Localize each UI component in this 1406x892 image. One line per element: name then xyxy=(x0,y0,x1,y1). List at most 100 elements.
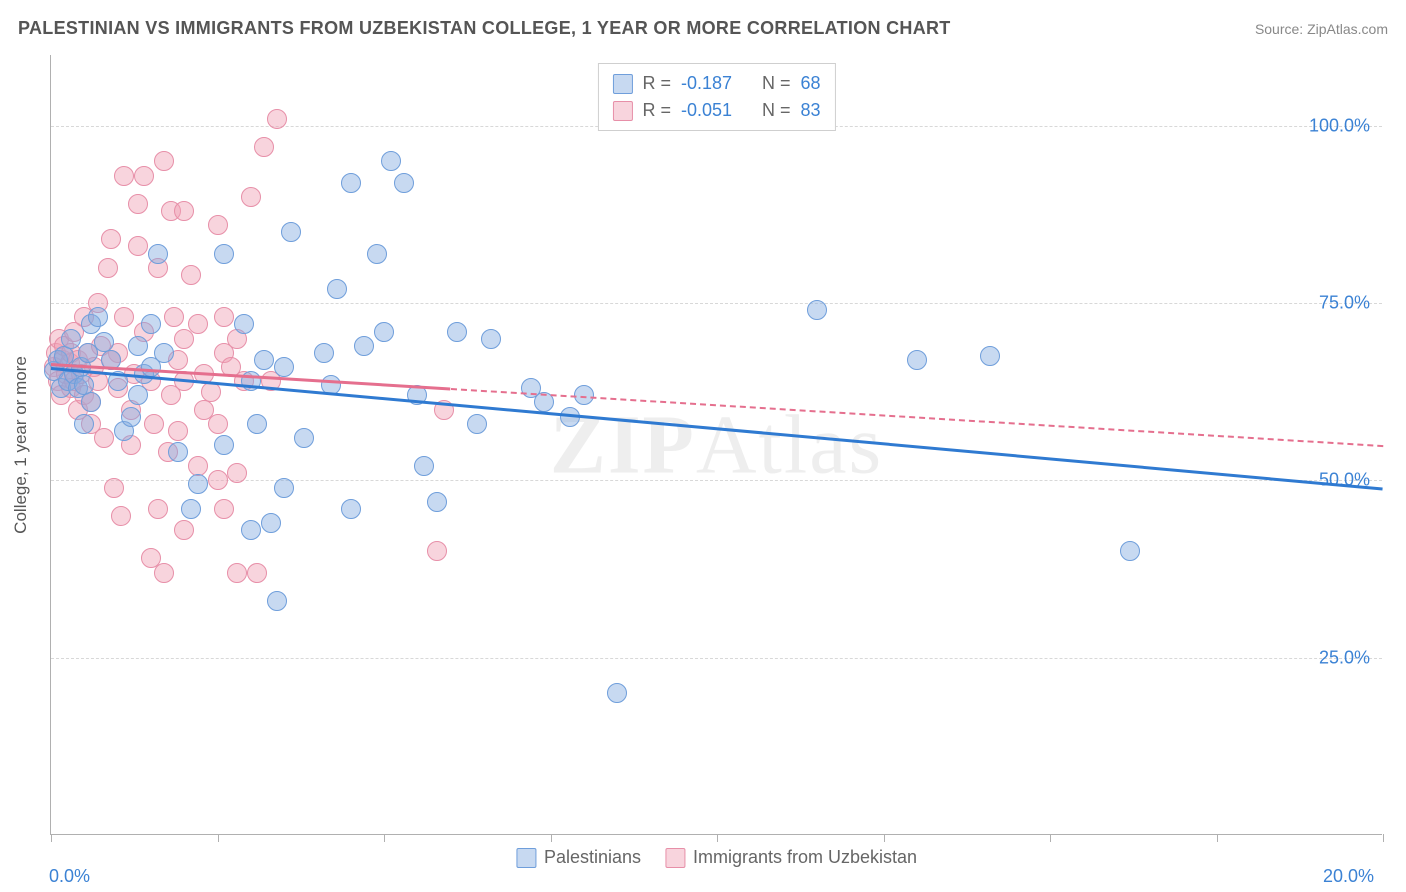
scatter-point xyxy=(141,314,161,334)
scatter-point xyxy=(98,258,118,278)
scatter-point xyxy=(274,478,294,498)
scatter-point xyxy=(314,343,334,363)
scatter-point xyxy=(980,346,1000,366)
scatter-point xyxy=(327,279,347,299)
scatter-point xyxy=(114,307,134,327)
scatter-point xyxy=(168,421,188,441)
scatter-point xyxy=(61,329,81,349)
y-tick-label: 25.0% xyxy=(1319,647,1370,668)
scatter-point xyxy=(341,173,361,193)
legend-item-1: Immigrants from Uzbekistan xyxy=(665,847,917,868)
scatter-point xyxy=(234,314,254,334)
x-tick xyxy=(1050,834,1051,842)
scatter-point xyxy=(354,336,374,356)
scatter-point xyxy=(148,244,168,264)
scatter-point xyxy=(81,392,101,412)
x-tick xyxy=(717,834,718,842)
plot-area: ZIPAtlas College, 1 year or more 25.0%50… xyxy=(50,55,1382,835)
n-value-0: 68 xyxy=(801,70,821,97)
scatter-point xyxy=(121,407,141,427)
scatter-point xyxy=(374,322,394,342)
scatter-point xyxy=(214,435,234,455)
scatter-point xyxy=(111,506,131,526)
scatter-point xyxy=(144,414,164,434)
r-value-0: -0.187 xyxy=(681,70,732,97)
r-label: R = xyxy=(642,97,671,124)
x-tick xyxy=(218,834,219,842)
scatter-point xyxy=(447,322,467,342)
scatter-point xyxy=(227,463,247,483)
scatter-point xyxy=(134,166,154,186)
scatter-point xyxy=(394,173,414,193)
stats-row-0: R = -0.187 N = 68 xyxy=(612,70,820,97)
scatter-point xyxy=(1120,541,1140,561)
scatter-point xyxy=(208,215,228,235)
scatter-point xyxy=(168,442,188,462)
x-tick xyxy=(884,834,885,842)
scatter-point xyxy=(281,222,301,242)
scatter-point xyxy=(128,194,148,214)
scatter-point xyxy=(101,229,121,249)
scatter-point xyxy=(214,307,234,327)
scatter-point xyxy=(241,520,261,540)
gridline xyxy=(51,480,1382,481)
scatter-point xyxy=(104,478,124,498)
y-tick-label: 75.0% xyxy=(1319,293,1370,314)
scatter-point xyxy=(341,499,361,519)
x-tick xyxy=(551,834,552,842)
n-label: N = xyxy=(762,70,791,97)
scatter-point xyxy=(154,563,174,583)
scatter-point xyxy=(807,300,827,320)
scatter-point xyxy=(247,414,267,434)
scatter-point xyxy=(261,513,281,533)
scatter-point xyxy=(607,683,627,703)
gridline xyxy=(51,658,1382,659)
scatter-point xyxy=(174,520,194,540)
gridline xyxy=(51,303,1382,304)
scatter-point xyxy=(274,357,294,377)
scatter-point xyxy=(414,456,434,476)
source-label: Source: ZipAtlas.com xyxy=(1255,21,1388,37)
scatter-point xyxy=(164,307,184,327)
scatter-point xyxy=(267,591,287,611)
y-axis-title: College, 1 year or more xyxy=(11,356,31,534)
scatter-point xyxy=(267,109,287,129)
scatter-point xyxy=(174,329,194,349)
scatter-point xyxy=(154,151,174,171)
x-max-label: 20.0% xyxy=(1323,866,1374,887)
scatter-point xyxy=(381,151,401,171)
scatter-point xyxy=(294,428,314,448)
legend-label-0: Palestinians xyxy=(544,847,641,868)
scatter-point xyxy=(128,385,148,405)
stats-row-1: R = -0.051 N = 83 xyxy=(612,97,820,124)
scatter-point xyxy=(114,166,134,186)
scatter-point xyxy=(154,343,174,363)
y-tick-label: 100.0% xyxy=(1309,115,1370,136)
scatter-point xyxy=(254,350,274,370)
scatter-point xyxy=(188,474,208,494)
swatch-series-1 xyxy=(612,101,632,121)
scatter-point xyxy=(214,499,234,519)
scatter-point xyxy=(201,382,221,402)
x-tick xyxy=(384,834,385,842)
scatter-point xyxy=(128,336,148,356)
scatter-point xyxy=(427,492,447,512)
scatter-point xyxy=(907,350,927,370)
scatter-point xyxy=(481,329,501,349)
scatter-point xyxy=(208,414,228,434)
n-label: N = xyxy=(762,97,791,124)
scatter-point xyxy=(367,244,387,264)
scatter-point xyxy=(254,137,274,157)
legend-label-1: Immigrants from Uzbekistan xyxy=(693,847,917,868)
scatter-point xyxy=(208,470,228,490)
scatter-point xyxy=(427,541,447,561)
x-tick xyxy=(51,834,52,842)
scatter-point xyxy=(128,236,148,256)
scatter-point xyxy=(94,428,114,448)
legend-swatch-0 xyxy=(516,848,536,868)
scatter-point xyxy=(88,307,108,327)
scatter-point xyxy=(74,414,94,434)
scatter-point xyxy=(227,563,247,583)
legend-item-0: Palestinians xyxy=(516,847,641,868)
r-value-1: -0.051 xyxy=(681,97,732,124)
